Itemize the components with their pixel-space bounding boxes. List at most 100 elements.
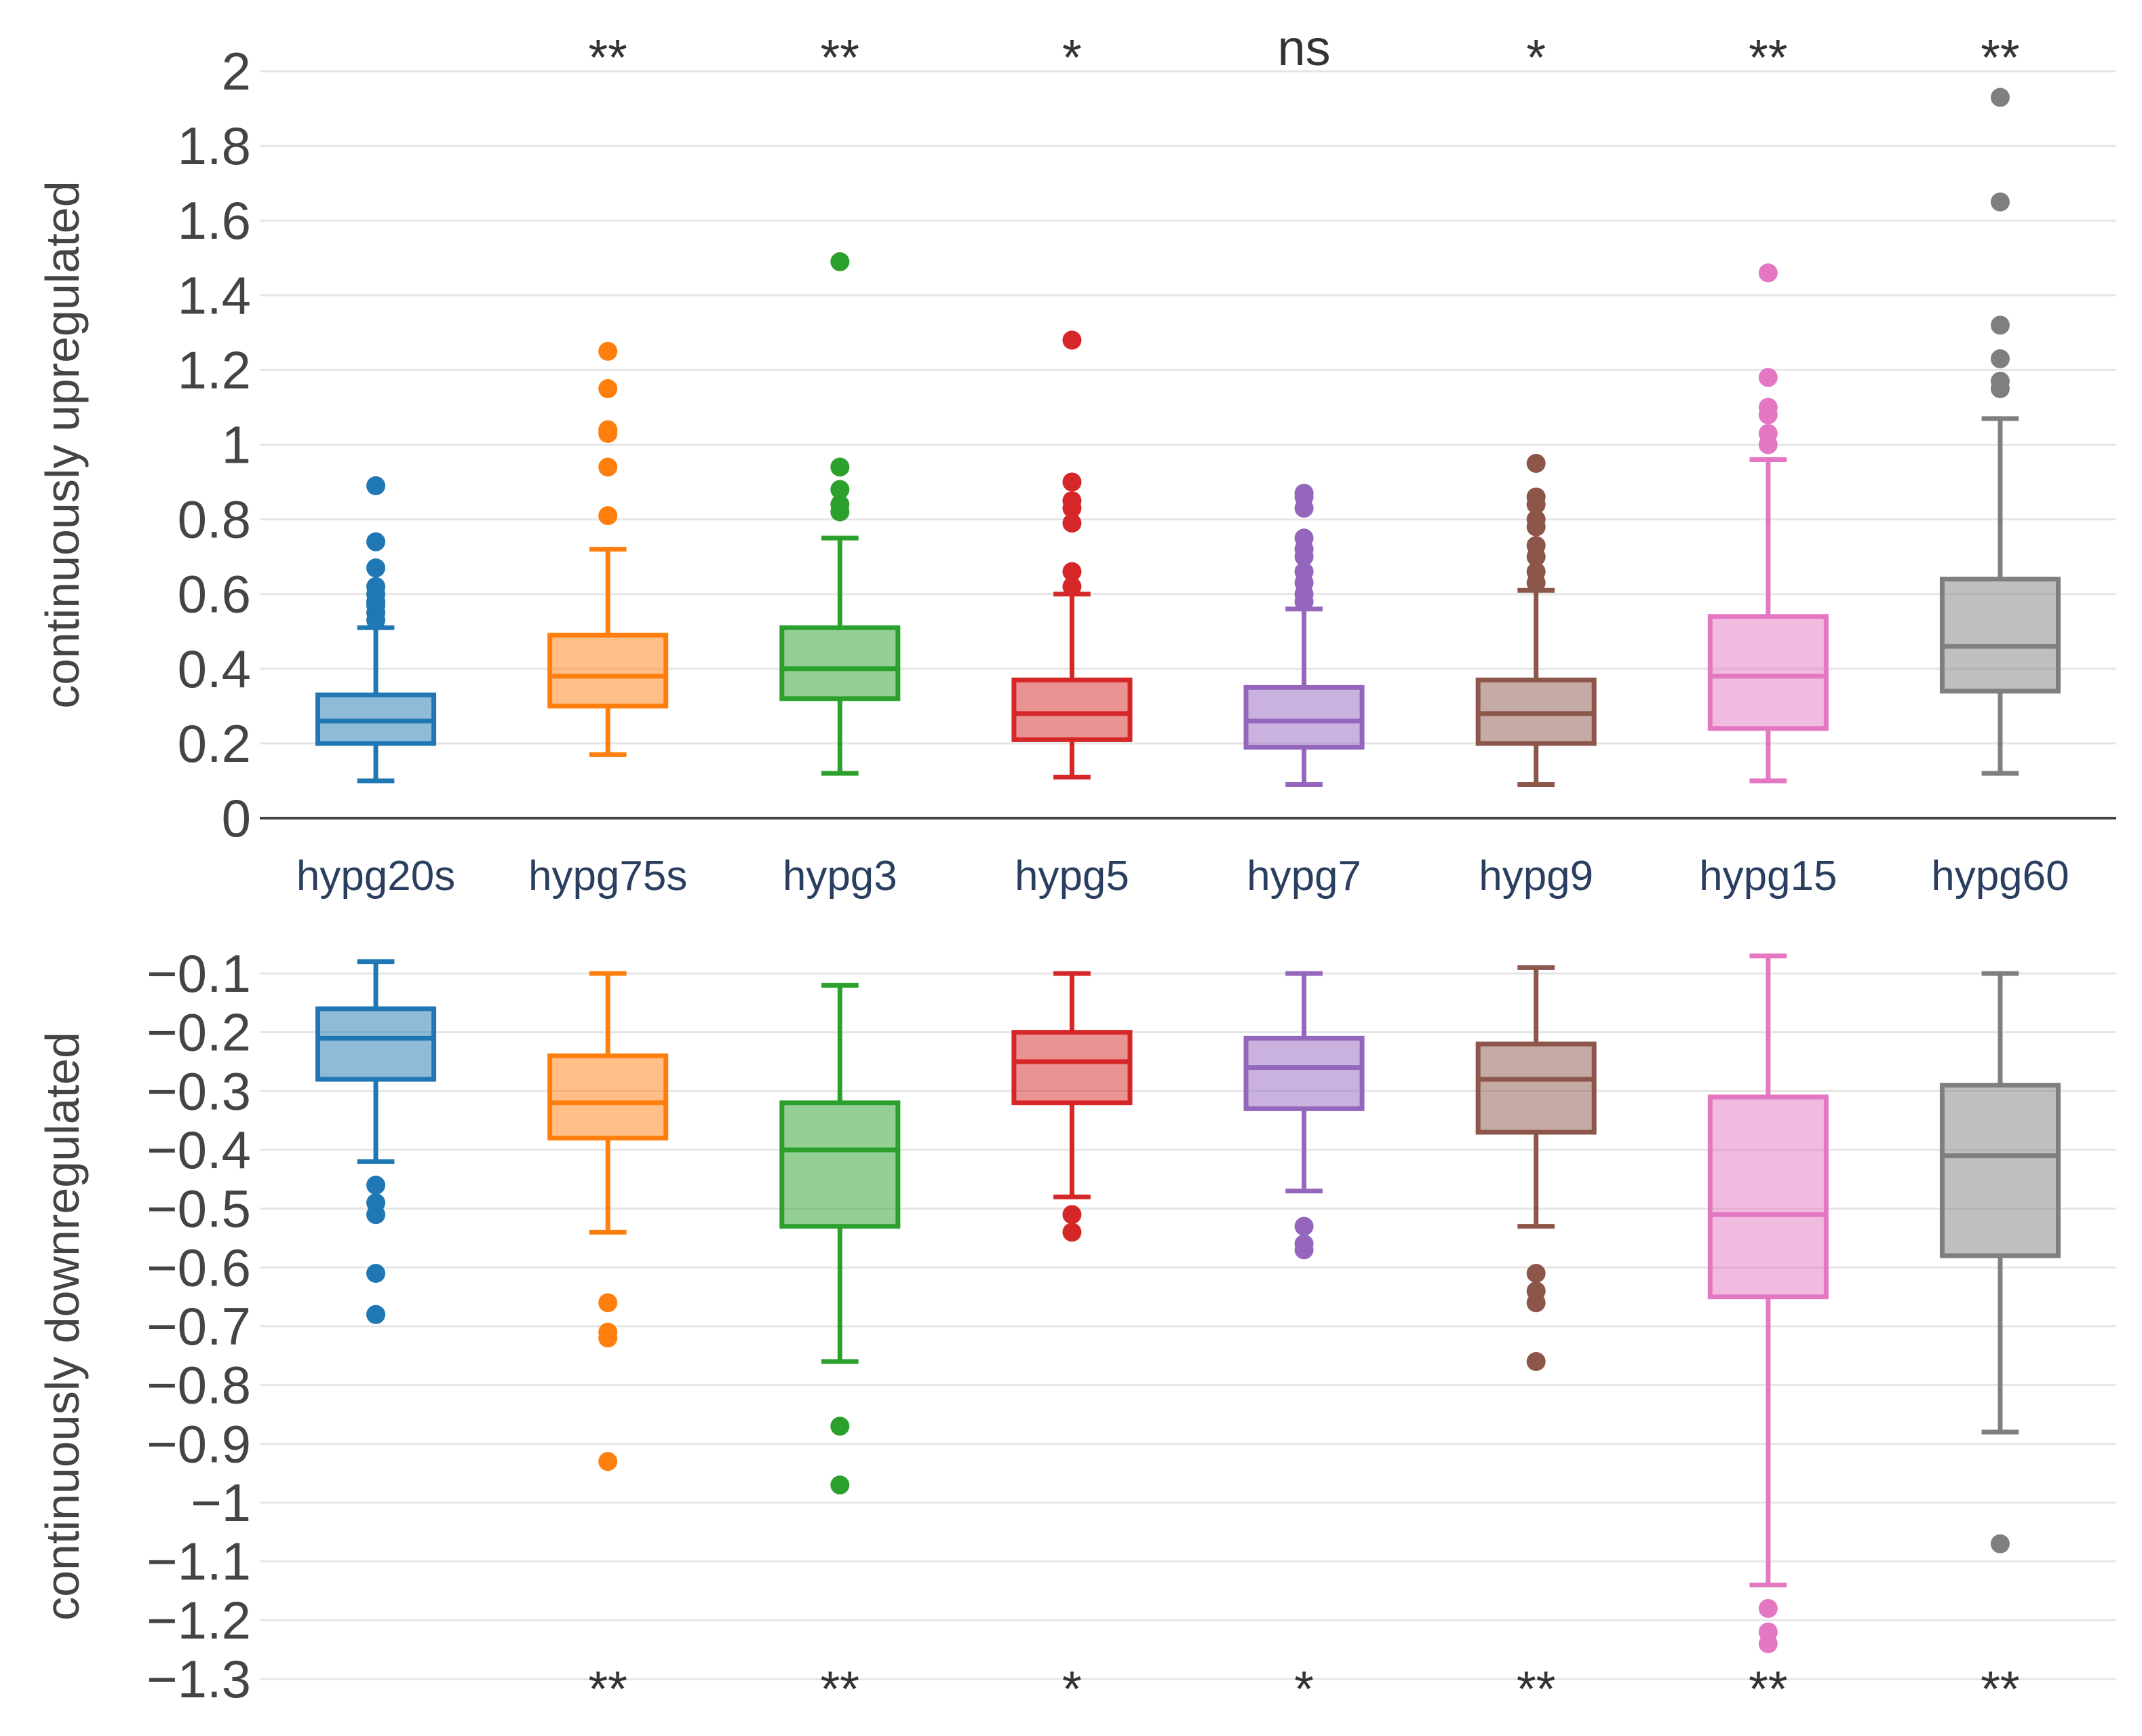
outlier-point [1526, 1264, 1546, 1283]
outlier-point [1294, 562, 1314, 581]
outlier-point [830, 252, 850, 271]
y-tick-label: −0.1 [147, 944, 251, 1003]
significance-marker: * [1062, 1661, 1082, 1717]
box-hypg15: ** [1707, 953, 1829, 1717]
box-hypg5: * [1011, 29, 1133, 779]
outlier-point [830, 1416, 850, 1436]
outlier-point [366, 1176, 386, 1195]
outlier-point [598, 457, 618, 477]
y-tick-label: −1 [191, 1473, 251, 1532]
outlier-point [1062, 577, 1082, 596]
box-hypg7: ns [1243, 20, 1365, 787]
outlier-point [366, 577, 386, 596]
y-tick-label: −1.2 [147, 1590, 251, 1650]
y-tick-label: 1 [222, 415, 251, 475]
category-label: hypg7 [1247, 853, 1361, 900]
y-tick-label: −0.7 [147, 1296, 251, 1356]
box-iqr [1011, 1030, 1133, 1106]
outlier-point [366, 1264, 386, 1283]
category-label: hypg3 [783, 853, 897, 900]
box-hypg60: ** [1939, 29, 2061, 776]
y-tick-label: 0.2 [178, 714, 251, 773]
upregulated-panel: 0 0.2 0.4 0.6 0.8 1 1.2 1.4 1.6 1.8 2 continuously … [36, 20, 2116, 848]
box-hypg3: ** [779, 29, 901, 776]
outlier-point [1062, 1205, 1082, 1224]
box-iqr [779, 1100, 901, 1229]
significance-marker: * [1062, 29, 1082, 85]
y-tick-label: 0.6 [178, 564, 251, 624]
outlier-point [1294, 1240, 1314, 1260]
outlier-point [1990, 88, 2010, 107]
outlier-point [1990, 1534, 2010, 1554]
category-label: hypg15 [1699, 853, 1837, 900]
box-iqr [1011, 677, 1133, 742]
y-tick-label: 0.8 [178, 490, 251, 549]
y-tick-label: −0.8 [147, 1355, 251, 1415]
box-hypg7: * [1243, 971, 1365, 1717]
box-iqr [547, 632, 669, 709]
y-tick-label: −0.4 [147, 1120, 251, 1180]
outlier-point [1062, 562, 1082, 581]
outlier-point [598, 1328, 618, 1348]
y-tick-label: 1.4 [178, 265, 251, 325]
outlier-point [1526, 487, 1546, 507]
box-hypg3: ** [779, 982, 901, 1717]
outlier-point [830, 457, 850, 477]
significance-marker: ** [1981, 1661, 2020, 1717]
outlier-point [1526, 1352, 1546, 1371]
box-iqr [779, 625, 901, 701]
significance-marker: ** [1517, 1661, 1556, 1717]
outlier-point [366, 476, 386, 496]
box-hypg20s [315, 476, 437, 784]
y-tick-label: −0.6 [147, 1237, 251, 1297]
outlier-point [1294, 484, 1314, 503]
significance-marker: ** [821, 1661, 860, 1717]
y-tick-label: −0.9 [147, 1414, 251, 1473]
outlier-point [830, 1475, 850, 1494]
outlier-point [1526, 536, 1546, 556]
category-label: hypg60 [1931, 853, 2069, 900]
outlier-point [1990, 315, 2010, 335]
outlier-point [598, 1293, 618, 1313]
y-tick-label: −0.5 [147, 1179, 251, 1239]
box-hypg75s: ** [547, 971, 669, 1717]
box-iqr [1939, 577, 2061, 694]
box-iqr [1243, 684, 1365, 750]
outlier-point [1758, 1599, 1778, 1618]
box-hypg9: ** [1475, 965, 1597, 1717]
outlier-point [1990, 349, 2010, 368]
box-iqr [547, 1053, 669, 1141]
significance-marker: ** [821, 29, 860, 85]
outlier-point [1758, 263, 1778, 283]
category-label: hypg75s [528, 853, 687, 900]
outlier-point [1062, 330, 1082, 350]
significance-marker: ** [588, 29, 627, 85]
outlier-point [1062, 1222, 1082, 1242]
outlier-point [366, 1305, 386, 1324]
significance-marker: ns [1277, 20, 1330, 76]
significance-marker: ** [1749, 29, 1788, 85]
y-tick-label: 1.6 [178, 191, 251, 250]
downregulated-panel: −0.1−0.2−0.3−0.4−0.5−0.6−0.7−0.8−0.9−1−1… [36, 944, 2116, 1717]
y-axis-title: continuously upregulated [36, 180, 89, 708]
outlier-point [598, 341, 618, 361]
outlier-point [1062, 472, 1082, 492]
outlier-point [366, 1205, 386, 1224]
outlier-point [598, 506, 618, 526]
box-hypg15: ** [1707, 29, 1829, 784]
box-iqr [1939, 1083, 2061, 1258]
category-label: hypg20s [296, 853, 455, 900]
outlier-point [1294, 528, 1314, 548]
box-iqr [1243, 1035, 1365, 1111]
box-iqr [315, 1006, 437, 1082]
outlier-point [830, 480, 850, 499]
category-label: hypg5 [1015, 853, 1129, 900]
outlier-point [1758, 398, 1778, 417]
y-tick-label: 0 [222, 788, 251, 848]
outlier-point [1526, 454, 1546, 474]
outlier-point [598, 1452, 618, 1471]
box-hypg60: ** [1939, 971, 2061, 1717]
y-tick-label: −1.3 [147, 1649, 251, 1709]
significance-marker: * [1294, 1661, 1314, 1717]
